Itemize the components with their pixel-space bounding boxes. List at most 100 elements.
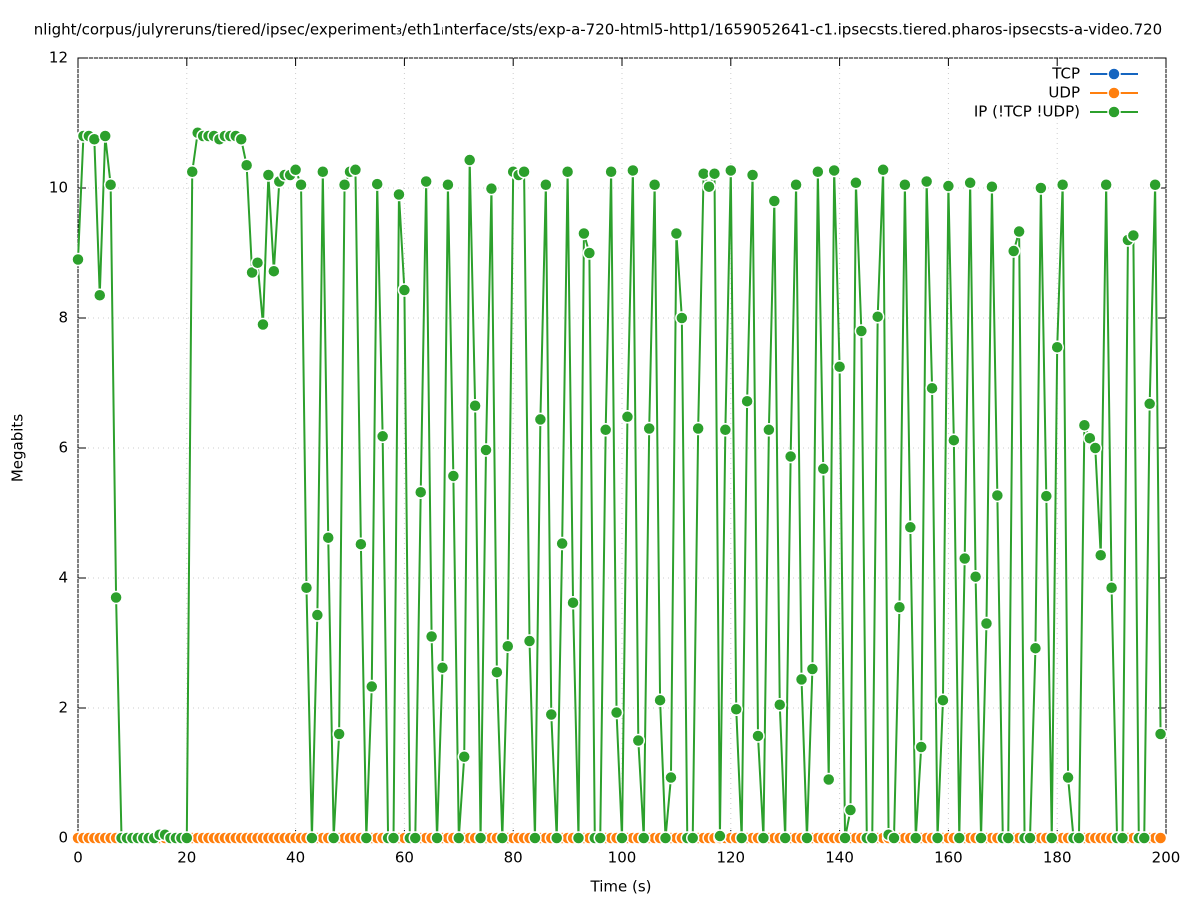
x-tick-label: 120: [716, 849, 745, 867]
data-point: [658, 831, 673, 845]
data-point: [914, 740, 928, 754]
data-point: [370, 177, 384, 191]
data-point: [544, 707, 559, 722]
data-point: [669, 226, 684, 241]
data-point: [604, 165, 618, 179]
data-point: [805, 662, 820, 676]
data-point: [952, 831, 967, 845]
data-point: [734, 831, 749, 845]
y-tick-label: 2: [58, 699, 68, 717]
data-point: [549, 831, 564, 845]
data-point: [598, 423, 613, 437]
data-point: [631, 733, 646, 748]
data-point: [294, 178, 308, 192]
x-tick-label: 100: [608, 849, 637, 867]
data-point: [778, 831, 792, 845]
data-point: [1126, 228, 1141, 243]
data-point: [365, 679, 379, 694]
data-point: [93, 288, 107, 302]
data-point: [348, 163, 363, 177]
series-line: [77, 131, 1162, 840]
data-point: [675, 311, 689, 325]
data-point: [930, 831, 945, 845]
data-point: [479, 443, 493, 457]
data-point: [1093, 548, 1108, 562]
data-point: [957, 551, 972, 566]
data-point: [571, 831, 586, 845]
data-point: [1072, 831, 1086, 845]
data-point: [637, 831, 651, 845]
data-point: [250, 256, 265, 270]
data-point: [392, 187, 406, 202]
x-tick-label: 20: [177, 849, 196, 867]
data-point: [800, 831, 814, 845]
data-point: [947, 433, 961, 447]
data-point: [71, 252, 85, 267]
data-point: [1028, 641, 1043, 655]
data-point: [794, 672, 809, 687]
data-point: [811, 165, 825, 179]
x-tick-label: 40: [286, 849, 305, 867]
y-axis-label: Megabits: [9, 414, 27, 482]
data-point: [620, 410, 635, 424]
data-point: [756, 831, 771, 845]
data-point: [408, 831, 423, 845]
data-point: [968, 569, 983, 584]
data-point: [1061, 770, 1075, 785]
data-point: [865, 831, 879, 845]
data-point: [664, 770, 678, 785]
data-point: [990, 488, 1005, 503]
data-point: [713, 829, 727, 843]
data-point: [1039, 489, 1054, 503]
data-point: [827, 163, 841, 178]
data-point: [533, 412, 548, 427]
data-point: [446, 469, 461, 483]
data-point: [1104, 581, 1119, 595]
legend-swatch: [1107, 67, 1121, 81]
data-point: [98, 129, 112, 143]
data-point: [1137, 831, 1151, 845]
data-point: [256, 317, 270, 332]
x-tick-label: 200: [1152, 849, 1181, 867]
y-tick-label: 4: [58, 569, 68, 587]
data-point: [354, 537, 368, 551]
data-point: [685, 831, 700, 845]
data-point: [718, 423, 733, 437]
data-point: [903, 520, 918, 535]
data-point: [1088, 441, 1103, 455]
data-point: [424, 629, 439, 644]
data-point: [1153, 727, 1168, 741]
data-point: [1142, 397, 1157, 411]
data-point: [473, 831, 488, 845]
x-tick-label: 60: [395, 849, 414, 867]
data-point: [609, 705, 624, 720]
data-point: [909, 831, 923, 845]
data-point: [522, 634, 537, 648]
data-point: [963, 176, 977, 190]
data-point: [1055, 178, 1070, 192]
data-point: [876, 163, 890, 177]
y-tick-label: 0: [58, 829, 68, 847]
data-point: [1045, 831, 1059, 845]
data-point: [234, 132, 248, 146]
data-point: [359, 831, 374, 845]
data-point: [180, 831, 194, 845]
data-point: [745, 168, 760, 182]
data-point: [936, 693, 950, 707]
data-point: [1012, 224, 1026, 239]
data-point: [517, 165, 531, 179]
data-point: [653, 693, 667, 707]
legend-swatch: [1107, 86, 1121, 100]
x-axis-label: Time (s): [590, 878, 652, 896]
data-point: [305, 831, 319, 845]
legend-label: TCP: [1051, 65, 1080, 83]
legend-swatch: [1107, 105, 1121, 119]
data-point: [854, 324, 869, 338]
data-point: [985, 179, 999, 194]
y-tick-label: 6: [58, 439, 68, 457]
data-point: [582, 246, 597, 260]
data-point: [773, 698, 787, 712]
data-point: [642, 421, 656, 436]
data-point: [337, 178, 352, 192]
